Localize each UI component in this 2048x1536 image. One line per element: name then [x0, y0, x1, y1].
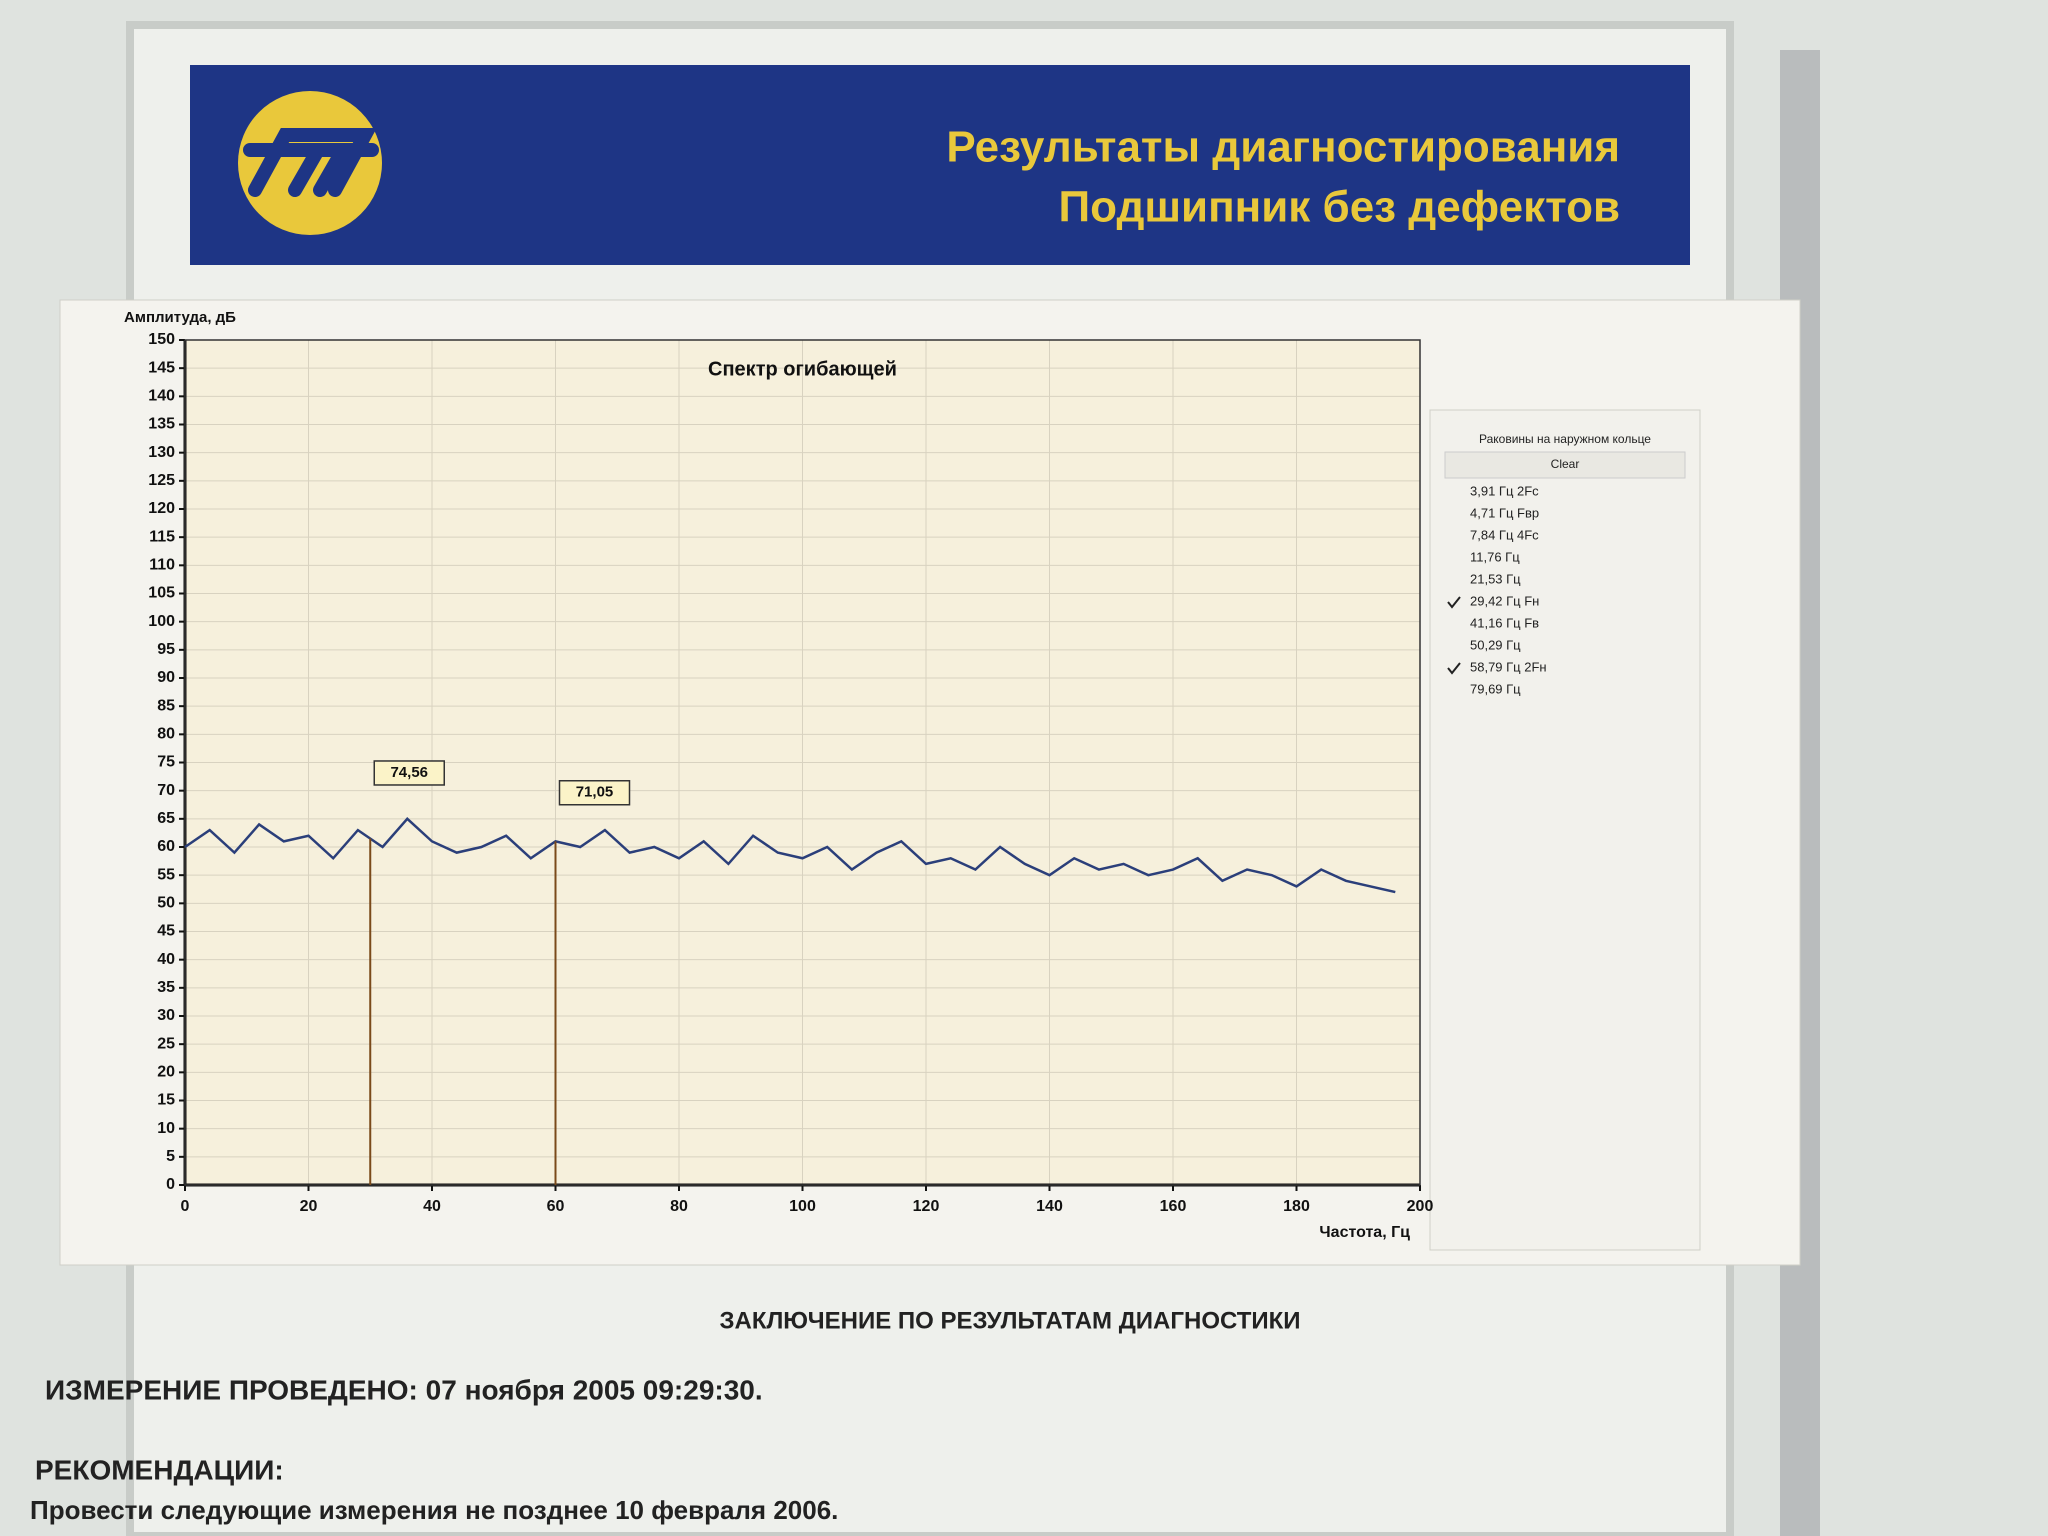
legend-item: 21,53 Гц [1470, 571, 1521, 586]
x-tick-label: 100 [789, 1198, 816, 1215]
y-tick-label: 80 [157, 726, 175, 743]
check-mark [1447, 596, 1461, 609]
logo-glyph [243, 128, 379, 197]
y-axis-label: Амплитуда, дБ [124, 309, 236, 326]
conclusion-heading: ЗАКЛЮЧЕНИЕ ПО РЕЗУЛЬТАТАМ ДИАГНОСТИКИ [719, 1307, 1300, 1334]
legend-item: 4,71 Гц Fвр [1470, 505, 1539, 520]
marker-label: 71,05 [576, 784, 614, 801]
y-tick-label: 125 [148, 472, 175, 489]
y-tick-label: 105 [148, 585, 175, 602]
y-tick-label: 115 [149, 528, 175, 545]
clear-button-label[interactable]: Clear [1551, 457, 1580, 471]
x-tick-label: 120 [913, 1198, 940, 1215]
y-tick-label: 60 [157, 838, 175, 855]
x-tick-label: 140 [1036, 1198, 1063, 1215]
x-tick-label: 180 [1283, 1198, 1310, 1215]
header-band [190, 65, 1690, 265]
plot-border [184, 339, 1421, 1186]
y-tick-label: 90 [157, 669, 175, 686]
y-tick-label: 95 [157, 641, 175, 658]
x-tick-label: 20 [300, 1198, 318, 1215]
y-tick-label: 5 [166, 1148, 175, 1165]
y-tick-label: 140 [148, 388, 175, 405]
y-tick-label: 30 [157, 1007, 175, 1024]
y-tick-label: 100 [148, 613, 175, 630]
y-tick-label: 35 [157, 979, 175, 996]
x-tick-label: 80 [670, 1198, 688, 1215]
legend-title: Раковины на наружном кольце [1479, 432, 1651, 446]
y-tick-label: 0 [166, 1176, 175, 1193]
legend-item: 79,69 Гц [1470, 681, 1521, 696]
y-tick-label: 20 [157, 1064, 175, 1081]
legend-item: 58,79 Гц 2Fн [1470, 659, 1547, 674]
legend-item: 7,84 Гц 4Fc [1470, 527, 1539, 542]
legend-panel [1429, 409, 1701, 1251]
y-tick-label: 65 [157, 810, 175, 827]
x-axis-label: Частота, Гц [1319, 1224, 1410, 1241]
y-tick-label: 70 [157, 782, 175, 799]
legend-item: 11,76 Гц [1470, 549, 1520, 564]
legend-item: 41,16 Гц Fв [1470, 615, 1539, 630]
legend-item: 3,91 Гц 2Fc [1470, 483, 1539, 498]
x-tick-label: 200 [1407, 1198, 1434, 1215]
header-title: Подшипник без дефектов [1059, 183, 1620, 232]
y-tick-label: 85 [157, 697, 175, 714]
y-tick-label: 10 [157, 1120, 175, 1137]
y-tick-label: 120 [148, 500, 175, 517]
x-tick-label: 60 [547, 1198, 565, 1215]
x-tick-label: 160 [1160, 1198, 1187, 1215]
y-tick-label: 55 [157, 866, 175, 883]
y-tick-label: 75 [157, 754, 175, 771]
y-tick-label: 50 [157, 895, 175, 912]
y-tick-label: 15 [157, 1092, 175, 1109]
legend-item: 50,29 Гц [1470, 637, 1521, 652]
marker-box [373, 760, 445, 786]
y-tick-label: 135 [148, 416, 175, 433]
marker-label: 74,56 [390, 764, 428, 781]
measurement: ИЗМЕРЕНИЕ ПРОВЕДЕНО: 07 ноября 2005 09:2… [45, 1374, 763, 1405]
y-tick-label: 25 [157, 1035, 175, 1052]
recommendations-heading: РЕКОМЕНДАЦИИ: [35, 1454, 284, 1485]
y-tick-label: 150 [148, 331, 175, 348]
recommendations: Провести следующие измерения не позднее … [30, 1495, 838, 1525]
y-tick-label: 145 [148, 359, 175, 376]
y-tick-label: 130 [148, 444, 175, 461]
check-mark [1447, 662, 1461, 675]
marker-box [558, 780, 631, 806]
series-line [184, 817, 1396, 894]
y-tick-label: 110 [149, 557, 175, 574]
x-tick-label: 40 [423, 1198, 441, 1215]
x-tick-label: 0 [181, 1198, 190, 1215]
y-tick-label: 45 [157, 923, 175, 940]
chart-title: Спектр огибающей [708, 358, 897, 380]
legend-item: 29,42 Гц Fн [1470, 593, 1539, 608]
header-title: Результаты диагностирования [946, 123, 1620, 172]
y-tick-label: 40 [157, 951, 175, 968]
clear-button[interactable] [1444, 451, 1686, 479]
